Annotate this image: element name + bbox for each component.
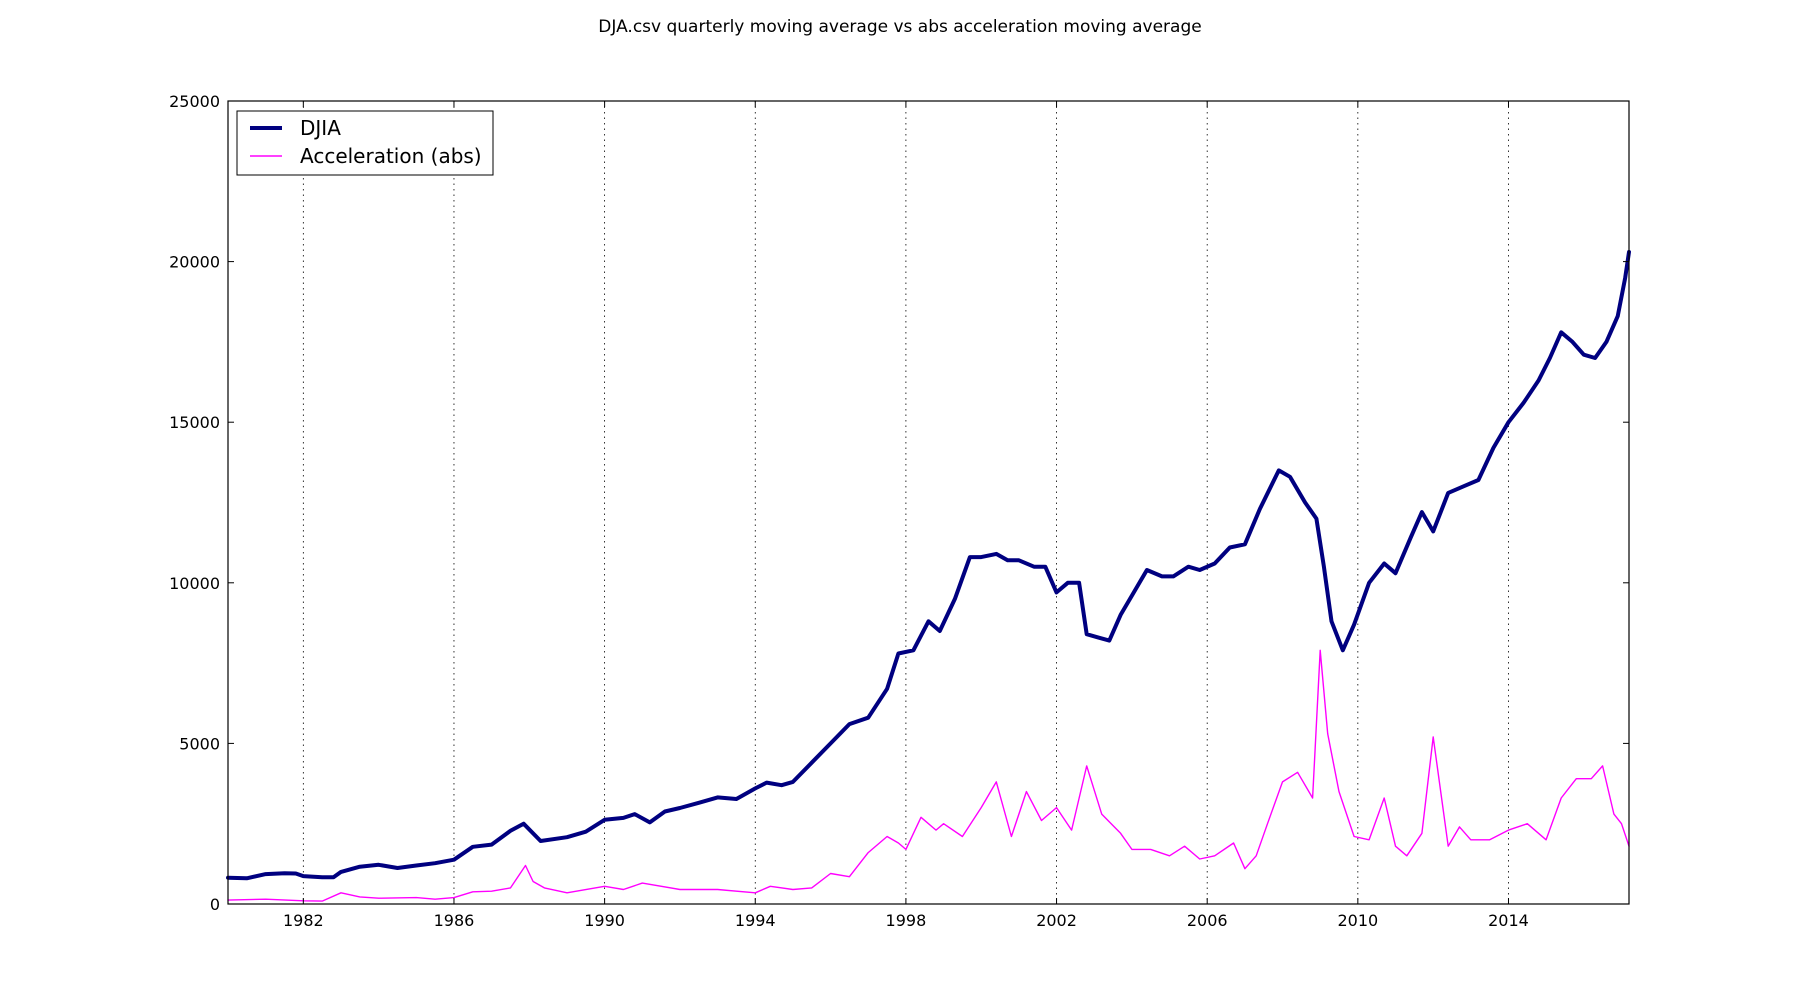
legend: DJIA Acceleration (abs) <box>236 110 494 176</box>
series-line-djia <box>226 250 1631 881</box>
x-tick-label-1998: 1998 <box>886 911 927 930</box>
series-line-acceleration-abs <box>227 649 1630 902</box>
legend-label-1: Acceleration (abs) <box>300 144 482 168</box>
x-tick-label-1986: 1986 <box>434 911 475 930</box>
chart-title: DJA.csv quarterly moving average vs abs … <box>598 17 1202 37</box>
x-tick-label-2010: 2010 <box>1337 911 1378 930</box>
tick-layer: 1982 1986 1990 1994 1998 2002 2006 2010 2014 0 500… <box>169 92 1629 930</box>
x-tick-label-1990: 1990 <box>584 911 625 930</box>
x-tick-label-1982: 1982 <box>283 911 324 930</box>
y-tick-label-5000: 5000 <box>179 734 220 753</box>
legend-label-0: DJIA <box>300 116 341 140</box>
x-tick-label-2006: 2006 <box>1187 911 1228 930</box>
y-tick-label-10000: 10000 <box>169 574 220 593</box>
x-tick-label-2014: 2014 <box>1488 911 1529 930</box>
series-layer <box>226 250 1631 902</box>
x-tick-label-2002: 2002 <box>1036 911 1077 930</box>
y-tick-label-15000: 15000 <box>169 413 220 432</box>
x-tick-label-1994: 1994 <box>735 911 776 930</box>
legend-box <box>236 110 494 176</box>
plot-frame <box>227 100 1630 905</box>
y-tick-label-20000: 20000 <box>169 253 220 272</box>
grid-lines <box>302 101 1509 904</box>
y-tick-label-0: 0 <box>210 895 220 914</box>
y-tick-label-25000: 25000 <box>169 92 220 111</box>
